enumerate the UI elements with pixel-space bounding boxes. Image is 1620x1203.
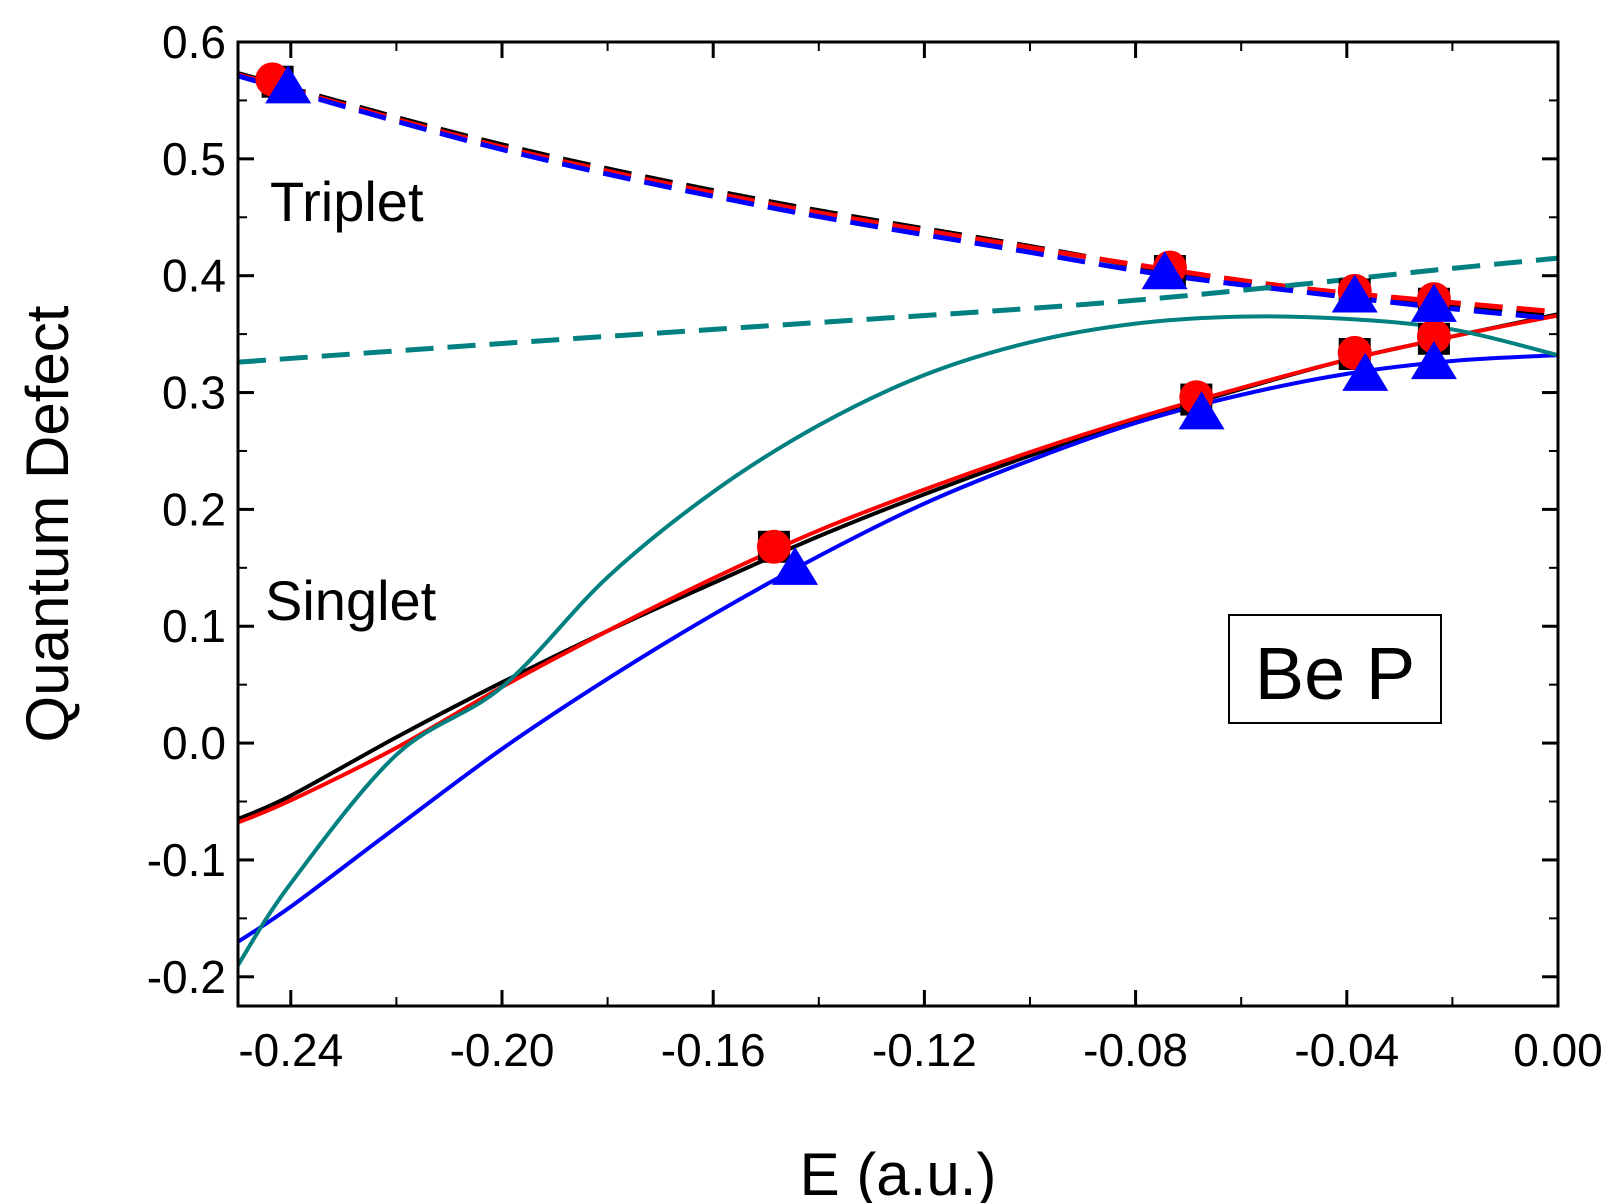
triplet-blue-dash: [238, 73, 1558, 322]
y-tick-label: 0.2: [162, 483, 226, 535]
series-layer: [238, 71, 1558, 967]
x-axis-title: E (a.u.): [800, 1141, 997, 1203]
label-layer: -0.24 -0.20 -0.16 -0.12 -0.08 -0.04 0.00 -0.2 -0…: [147, 16, 1603, 1076]
y-tick-label: 0.5: [162, 133, 226, 185]
annotation-triplet: Triplet: [270, 170, 424, 233]
y-tick-label: 0.3: [162, 367, 226, 419]
tick-layer: [238, 40, 1560, 1006]
blue-triangle-marker: [772, 546, 819, 585]
blue-triangle-marker: [1141, 251, 1188, 290]
marker-layer: [255, 62, 1457, 585]
x-tick-label: 0.00: [1513, 1024, 1603, 1076]
annotation-singlet: Singlet: [265, 569, 437, 632]
singlet-teal-line: [238, 314, 1558, 967]
x-tick-label: -0.08: [1083, 1024, 1188, 1076]
plot-frame: [236, 40, 1560, 1008]
blue-triangle-marker: [265, 65, 312, 104]
y-tick-label: -0.2: [147, 951, 226, 1003]
legend-box: [1228, 614, 1442, 724]
triplet-teal-dash: [238, 255, 1558, 365]
y-tick-label: -0.1: [147, 834, 226, 886]
legend-box-label: Be P: [1255, 632, 1415, 715]
y-tick-label: 0.1: [162, 600, 226, 652]
y-tick-label: 0.0: [162, 717, 226, 769]
red-circle-marker: [1416, 319, 1451, 354]
y-tick-label: 0.4: [162, 250, 226, 302]
blue-triangle-marker: [1410, 341, 1457, 380]
red-circle-marker: [756, 529, 791, 564]
singlet-blue-line: [238, 353, 1558, 944]
y-tick-label: 0.6: [162, 16, 226, 68]
y-axis-title: Quantum Defect: [14, 305, 81, 742]
blue-triangle-marker: [1331, 274, 1378, 313]
x-tick-label: -0.24: [238, 1024, 343, 1076]
blue-triangle-marker: [1178, 391, 1225, 430]
x-tick-label: -0.20: [450, 1024, 555, 1076]
x-tick-label: -0.16: [661, 1024, 766, 1076]
x-tick-label: -0.12: [872, 1024, 977, 1076]
blue-triangle-marker: [1342, 352, 1389, 391]
x-tick-label: -0.04: [1294, 1024, 1399, 1076]
blue-triangle-marker: [1410, 283, 1457, 322]
